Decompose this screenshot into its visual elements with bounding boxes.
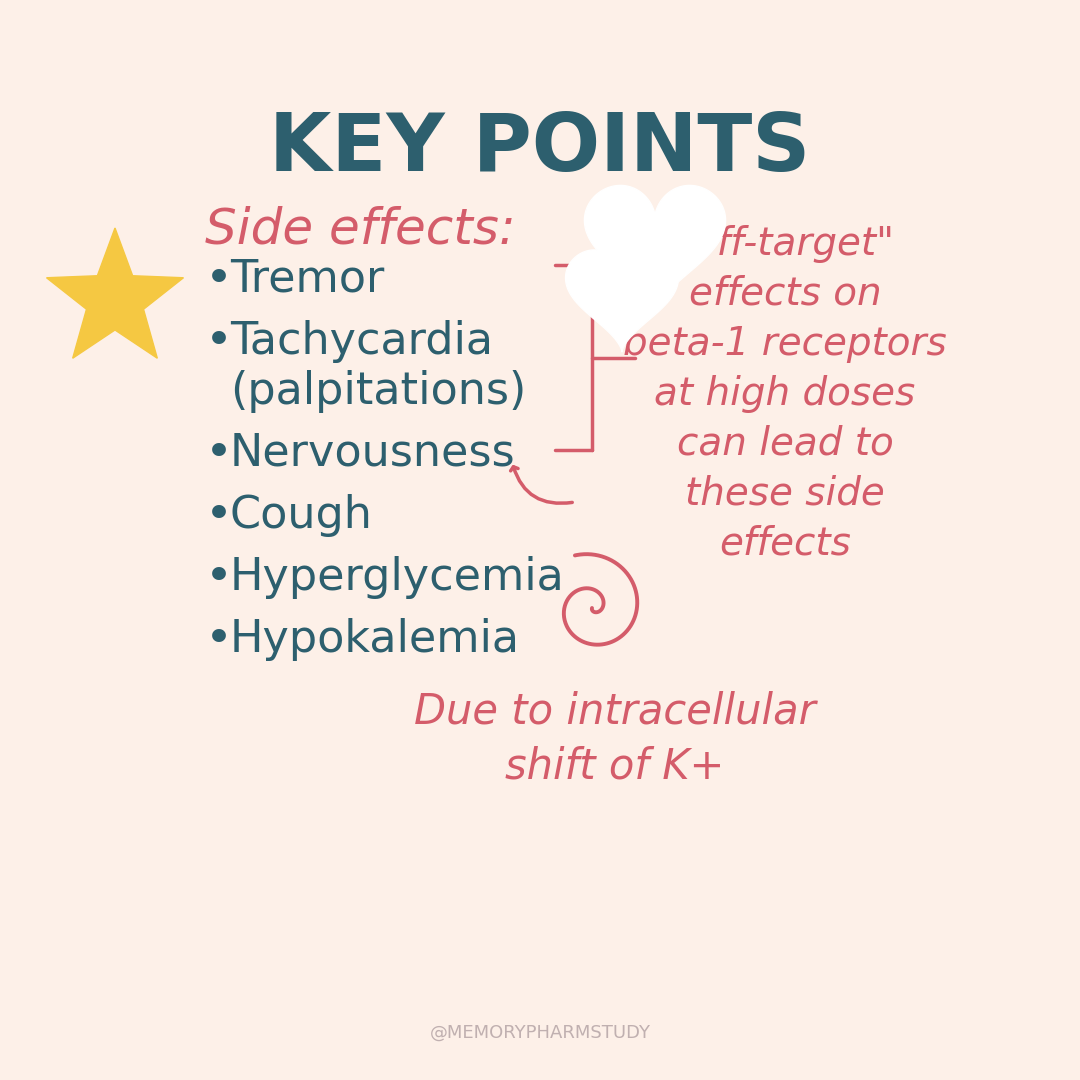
- Text: "off-target"
effects on
beta-1 receptors
at high doses
can lead to
these side
ef: "off-target" effects on beta-1 receptors…: [623, 225, 947, 563]
- Polygon shape: [46, 228, 184, 359]
- Text: Nervousness: Nervousness: [230, 432, 515, 475]
- Text: Cough: Cough: [230, 494, 373, 537]
- Text: •: •: [205, 494, 233, 539]
- Text: •: •: [205, 556, 233, 600]
- Text: •: •: [205, 258, 233, 303]
- Polygon shape: [584, 186, 726, 313]
- Text: KEY POINTS: KEY POINTS: [269, 110, 811, 188]
- Text: •: •: [205, 618, 233, 663]
- Text: Tremor: Tremor: [230, 258, 384, 301]
- Text: •: •: [205, 320, 233, 365]
- Text: Due to intracellular
shift of K+: Due to intracellular shift of K+: [414, 690, 815, 787]
- Text: •: •: [205, 432, 233, 477]
- Polygon shape: [566, 249, 678, 352]
- Text: Tachycardia
(palpitations): Tachycardia (palpitations): [230, 320, 526, 413]
- Text: Side effects:: Side effects:: [205, 205, 516, 253]
- Text: Hyperglycemia: Hyperglycemia: [230, 556, 565, 599]
- Text: @MEMORYPHARMSTUDY: @MEMORYPHARMSTUDY: [430, 1024, 650, 1042]
- Text: Hypokalemia: Hypokalemia: [230, 618, 519, 661]
